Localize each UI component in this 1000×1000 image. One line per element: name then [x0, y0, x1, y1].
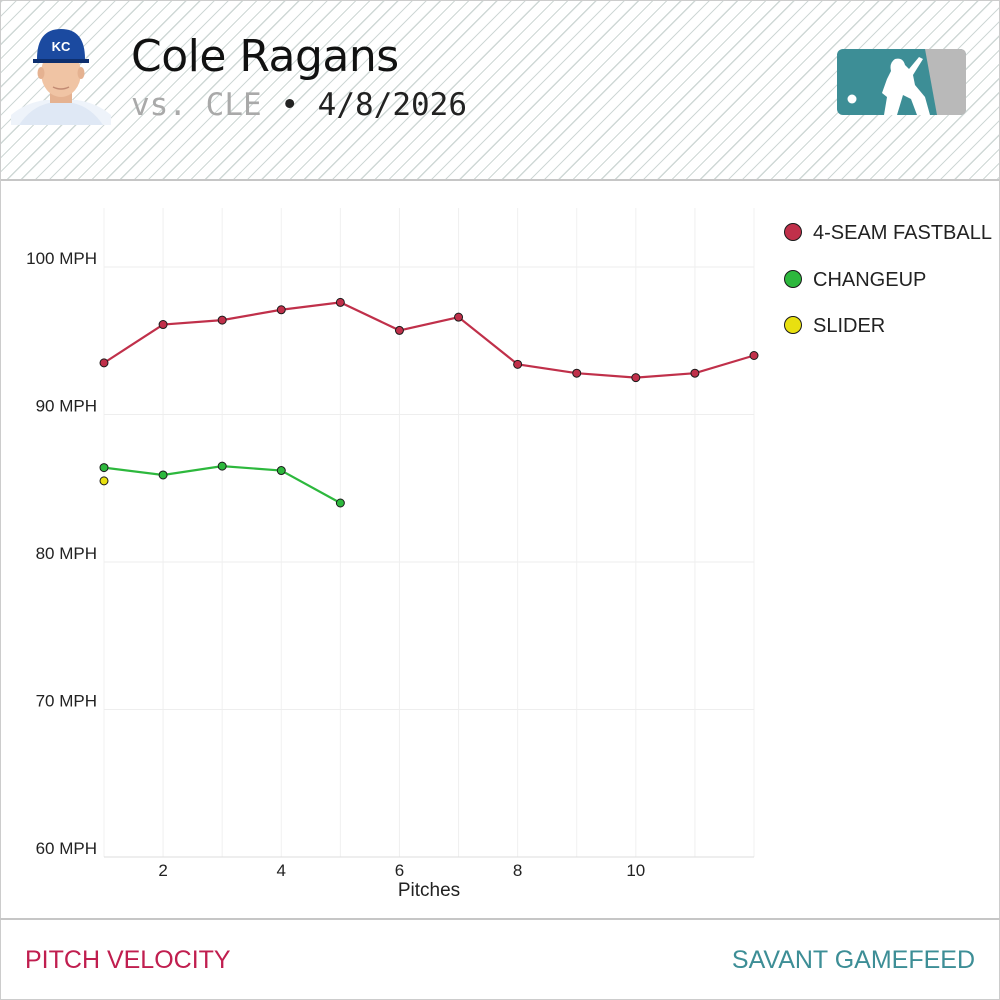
data-point-1 — [335, 498, 345, 508]
x-tick-label: 4 — [277, 861, 286, 880]
data-point-0 — [572, 368, 582, 378]
data-point-0 — [276, 305, 286, 315]
game-date: 4/8/2026 — [317, 87, 467, 123]
y-tick-label: 70 MPH — [36, 692, 97, 711]
game-info: vs. CLE • 4/8/2026 — [131, 87, 467, 123]
x-tick-label: 2 — [158, 861, 167, 880]
y-tick-label: 80 MPH — [36, 544, 97, 563]
legend-swatch-fastball — [784, 223, 802, 241]
data-point-1 — [99, 463, 109, 473]
data-point-0 — [631, 373, 641, 383]
footer-brand: SAVANT GAMEFEED — [731, 946, 975, 974]
data-point-1 — [276, 466, 286, 476]
y-tick-label: 90 MPH — [36, 397, 97, 416]
data-point-0 — [690, 368, 700, 378]
data-point-0 — [454, 312, 464, 322]
y-tick-label: 60 MPH — [36, 839, 97, 858]
data-point-0 — [158, 320, 168, 330]
footer-divider — [0, 918, 1000, 920]
data-point-0 — [513, 359, 523, 369]
legend-label-slider: SLIDER — [813, 315, 886, 337]
y-tick-label: 100 MPH — [26, 249, 97, 268]
legend-swatch-slider — [784, 316, 802, 334]
separator-dot: • — [280, 87, 299, 123]
legend-label-changeup: CHANGEUP — [813, 268, 927, 291]
legend-label-fastball: 4-SEAM FASTBALL — [813, 222, 992, 244]
x-tick-label: 8 — [513, 861, 522, 880]
velocity-chart: 60 MPH 70 MPH 80 MPH 90 MPH 100 MPH 2 4 6 8 10 Pit… — [26, 208, 759, 901]
data-point-0 — [335, 297, 345, 307]
mlb-logo-icon — [837, 49, 966, 115]
team-logo-text: KC — [52, 39, 71, 54]
data-point-0 — [394, 325, 404, 335]
legend-swatch-changeup — [784, 269, 802, 288]
opponent-label: vs. CLE — [131, 87, 262, 123]
data-point-0 — [217, 315, 227, 325]
data-point-0 — [749, 351, 759, 360]
header: KC Cole Ragans vs. CLE • 4/8/2026 — [1, 1, 999, 181]
data-point-1 — [217, 461, 227, 471]
x-axis-title: Pitches — [398, 880, 460, 901]
data-point-1 — [158, 470, 168, 480]
data-point-2 — [99, 476, 109, 486]
x-tick-label: 10 — [626, 861, 645, 880]
data-point-0 — [99, 358, 109, 368]
player-name: Cole Ragans — [131, 31, 399, 82]
series-line-0 — [103, 301, 755, 379]
player-headshot-icon: KC — [11, 23, 111, 125]
footer-title: PITCH VELOCITY — [25, 946, 231, 974]
x-tick-label: 6 — [395, 861, 404, 880]
